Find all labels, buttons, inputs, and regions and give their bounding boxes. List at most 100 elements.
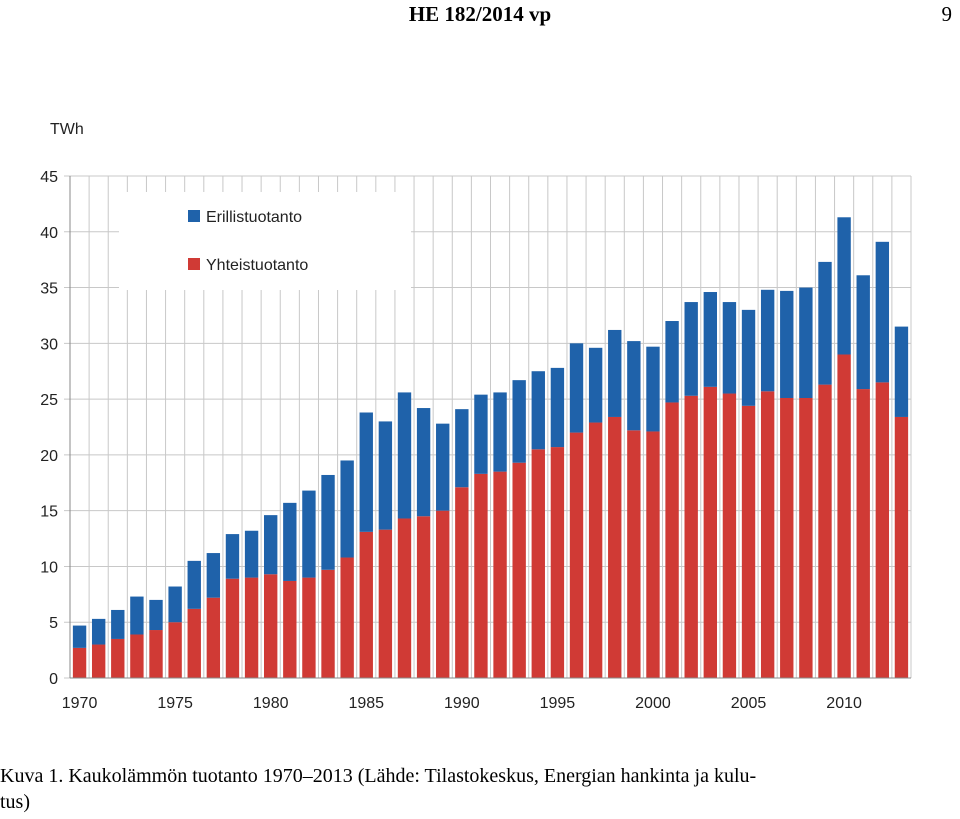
- y-tick-label: 20: [40, 448, 58, 465]
- y-tick-label: 30: [40, 336, 58, 353]
- bar-erillistuotanto-1994: [531, 371, 545, 450]
- bar-erillistuotanto-1980: [264, 515, 278, 575]
- bar-yhteistuotanto-1975: [168, 622, 182, 678]
- y-tick-label: 15: [40, 504, 58, 521]
- y-tick-label: 10: [40, 559, 58, 576]
- bar-yhteistuotanto-2011: [856, 389, 870, 678]
- bar-erillistuotanto-1989: [436, 423, 450, 511]
- bars-group: [72, 217, 909, 678]
- bar-erillistuotanto-1981: [283, 502, 297, 581]
- y-tick-label: 45: [40, 169, 58, 186]
- bar-erillistuotanto-1995: [550, 367, 565, 448]
- bar-yhteistuotanto-2007: [780, 398, 794, 678]
- bar-erillistuotanto-1974: [149, 599, 163, 631]
- bar-yhteistuotanto-2006: [760, 391, 775, 678]
- x-tick-label: 2005: [731, 695, 767, 712]
- bar-erillistuotanto-1998: [608, 329, 622, 417]
- bar-erillistuotanto-1972: [111, 609, 125, 639]
- bar-yhteistuotanto-1972: [111, 638, 125, 678]
- y-tick-label: 25: [40, 392, 58, 409]
- bar-erillistuotanto-1993: [512, 380, 526, 463]
- x-tick-label: 1975: [157, 695, 193, 712]
- bar-yhteistuotanto-1990: [455, 487, 469, 678]
- bar-yhteistuotanto-1994: [531, 449, 545, 678]
- x-tick-label: 1995: [540, 695, 576, 712]
- bar-erillistuotanto-2011: [856, 275, 870, 390]
- y-tick-label: 0: [49, 671, 58, 688]
- bar-yhteistuotanto-1984: [340, 557, 354, 678]
- y-unit-label: TWh: [50, 121, 84, 138]
- bar-yhteistuotanto-1978: [225, 578, 240, 678]
- bar-erillistuotanto-2005: [741, 309, 756, 406]
- bar-erillistuotanto-1978: [225, 534, 240, 579]
- bar-yhteistuotanto-1983: [321, 569, 335, 678]
- bar-yhteistuotanto-1979: [244, 577, 259, 678]
- legend-swatch-yhteistuotanto: [188, 258, 200, 270]
- bar-yhteistuotanto-1976: [187, 608, 201, 678]
- bar-erillistuotanto-2006: [760, 289, 775, 392]
- x-tick-label: 1970: [62, 695, 98, 712]
- x-tick-label: 2000: [635, 695, 671, 712]
- bar-erillistuotanto-1999: [627, 341, 641, 431]
- bar-yhteistuotanto-2008: [799, 398, 813, 678]
- bar-yhteistuotanto-1982: [302, 577, 316, 678]
- x-tick-label: 1985: [348, 695, 384, 712]
- bar-yhteistuotanto-2001: [665, 402, 679, 678]
- x-tick-label: 1990: [444, 695, 480, 712]
- legend-swatch-erillistuotanto: [188, 210, 200, 222]
- y-tick-label: 40: [40, 225, 58, 242]
- bar-yhteistuotanto-1992: [493, 471, 507, 678]
- bar-erillistuotanto-2001: [665, 321, 679, 403]
- bar-yhteistuotanto-1995: [550, 447, 565, 678]
- legend-label-yhteistuotanto: Yhteistuotanto: [206, 257, 308, 274]
- bar-yhteistuotanto-1977: [206, 597, 221, 678]
- bar-yhteistuotanto-2004: [722, 393, 737, 678]
- bar-yhteistuotanto-2002: [684, 395, 698, 678]
- bar-erillistuotanto-1976: [187, 560, 201, 609]
- bar-yhteistuotanto-1974: [149, 630, 163, 678]
- bar-erillistuotanto-2008: [799, 287, 813, 398]
- bar-erillistuotanto-1977: [206, 553, 221, 598]
- y-tick-label: 5: [49, 615, 58, 632]
- axes: 0 5 10 15 20 25 30 35 40 45 1970 1975 1980 1985 1990 19…: [40, 169, 911, 712]
- bar-yhteistuotanto-1997: [588, 422, 603, 678]
- bar-erillistuotanto-1986: [378, 421, 393, 530]
- bar-erillistuotanto-2003: [703, 292, 717, 387]
- bar-yhteistuotanto-1986: [378, 529, 393, 678]
- bar-yhteistuotanto-1991: [474, 473, 488, 678]
- bar-erillistuotanto-1975: [168, 586, 182, 623]
- bar-yhteistuotanto-1987: [397, 518, 412, 678]
- bar-erillistuotanto-1970: [72, 625, 87, 648]
- page-number: 9: [941, 2, 953, 26]
- bar-erillistuotanto-1984: [340, 460, 354, 558]
- bar-yhteistuotanto-1989: [436, 510, 450, 678]
- x-tick-label: 2010: [826, 695, 862, 712]
- bar-erillistuotanto-2004: [722, 302, 737, 394]
- bar-erillistuotanto-1985: [359, 412, 373, 532]
- bar-erillistuotanto-1982: [302, 490, 316, 578]
- bar-erillistuotanto-1991: [474, 394, 488, 474]
- district-heating-chart: TWh 0 5 10 15 20 25 30 35 40 45 1970 1975 1980 1985 19…: [40, 121, 912, 712]
- bar-erillistuotanto-1990: [455, 409, 469, 488]
- bar-yhteistuotanto-2009: [818, 384, 832, 678]
- bar-yhteistuotanto-1973: [130, 634, 144, 678]
- bar-yhteistuotanto-1980: [264, 574, 278, 678]
- bar-erillistuotanto-1971: [91, 618, 106, 645]
- bar-yhteistuotanto-2003: [703, 386, 717, 678]
- bar-erillistuotanto-1973: [130, 596, 144, 635]
- bar-yhteistuotanto-1971: [91, 644, 106, 678]
- y-tick-label: 35: [40, 281, 58, 298]
- bar-yhteistuotanto-1996: [569, 432, 584, 678]
- bar-erillistuotanto-1996: [569, 343, 584, 433]
- legend-label-erillistuotanto: Erillistuotanto: [206, 209, 302, 226]
- bar-yhteistuotanto-1988: [416, 516, 431, 678]
- bar-erillistuotanto-2007: [780, 290, 794, 398]
- bar-yhteistuotanto-2013: [894, 416, 909, 678]
- bar-erillistuotanto-1988: [416, 408, 431, 517]
- bar-erillistuotanto-2009: [818, 261, 832, 385]
- bar-erillistuotanto-2012: [875, 241, 890, 383]
- bar-erillistuotanto-1983: [321, 474, 335, 570]
- bar-yhteistuotanto-1981: [283, 580, 297, 678]
- bar-yhteistuotanto-1970: [72, 647, 87, 678]
- document-header-title: HE 182/2014 vp: [408, 2, 552, 26]
